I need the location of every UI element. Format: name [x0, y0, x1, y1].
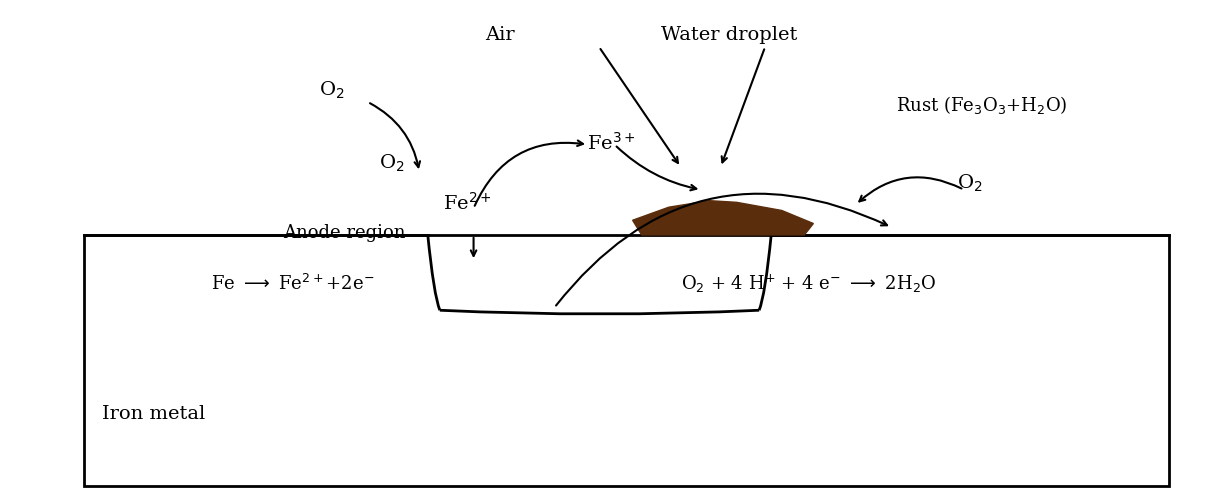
Text: O$_2$ + 4 H$^{+}$ + 4 e$^{-}$ $\longrightarrow$ 2H$_2$O: O$_2$ + 4 H$^{+}$ + 4 e$^{-}$ $\longrigh…: [681, 272, 936, 294]
Text: O$_2$: O$_2$: [318, 80, 345, 101]
Text: Fe$^{3+}$: Fe$^{3+}$: [587, 132, 635, 154]
Text: Iron metal: Iron metal: [102, 404, 206, 422]
Text: O$_2$: O$_2$: [957, 172, 983, 193]
Text: Water droplet: Water droplet: [660, 26, 798, 44]
Text: Fe $\longrightarrow$ Fe$^{2+}$+2e$^{-}$: Fe $\longrightarrow$ Fe$^{2+}$+2e$^{-}$: [211, 273, 375, 293]
Polygon shape: [633, 201, 813, 235]
Text: O$_2$: O$_2$: [378, 152, 405, 173]
Text: Air: Air: [486, 26, 515, 44]
Text: Rust (Fe$_3$O$_3$+H$_2$O): Rust (Fe$_3$O$_3$+H$_2$O): [897, 94, 1068, 116]
Text: Anode region: Anode region: [283, 224, 406, 242]
Text: Fe$^{2+}$: Fe$^{2+}$: [443, 192, 492, 214]
Bar: [84, 235, 1169, 486]
